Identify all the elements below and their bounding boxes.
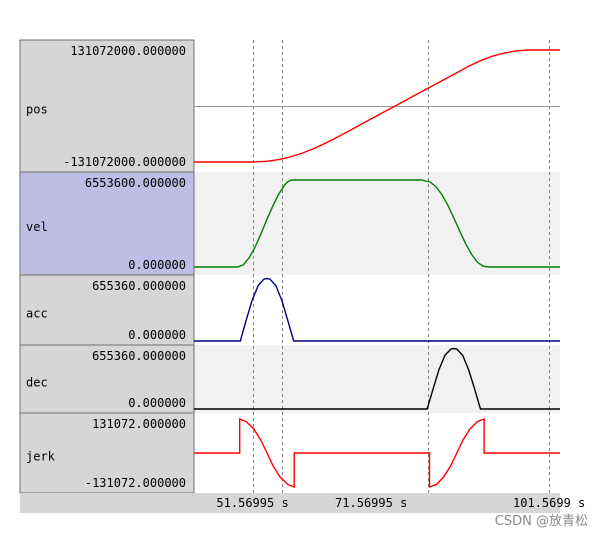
channel-max-label-dec: 655360.000000 bbox=[92, 349, 186, 363]
trace-jerk bbox=[194, 417, 560, 489]
channel-min-label-vel: 0.000000 bbox=[128, 258, 186, 272]
channel-name-pos: pos bbox=[26, 103, 48, 117]
channel-max-label-jerk: 131072.000000 bbox=[92, 417, 186, 431]
trace-vel bbox=[194, 179, 560, 268]
time-tick-label: 51.56995 s bbox=[216, 496, 288, 510]
channel-min-label-dec: 0.000000 bbox=[128, 396, 186, 410]
plot-band-vel bbox=[194, 172, 560, 275]
channel-min-label-acc: 0.000000 bbox=[128, 328, 186, 342]
watermark: CSDN @放青松 bbox=[495, 514, 588, 529]
channel-max-label-pos: 131072000.000000 bbox=[70, 44, 186, 58]
channel-min-label-pos: -131072000.000000 bbox=[63, 155, 186, 169]
channel-name-vel: vel bbox=[26, 220, 48, 234]
plot-band-dec bbox=[194, 345, 560, 413]
trace-acc bbox=[194, 277, 560, 342]
channel-max-label-acc: 655360.000000 bbox=[92, 279, 186, 293]
time-axis-bar bbox=[20, 493, 560, 513]
time-tick-label: 71.56995 s bbox=[335, 496, 407, 510]
channel-name-jerk: jerk bbox=[26, 450, 56, 464]
trace-dec bbox=[194, 347, 560, 410]
time-tick-label: 101.5699 s bbox=[513, 496, 585, 510]
channel-name-acc: acc bbox=[26, 307, 48, 321]
channel-max-label-vel: 6553600.000000 bbox=[85, 176, 186, 190]
trace-pos bbox=[194, 49, 560, 163]
channel-min-label-jerk: -131072.000000 bbox=[85, 476, 186, 490]
plot-band-acc bbox=[194, 275, 560, 345]
channel-name-dec: dec bbox=[26, 376, 48, 390]
